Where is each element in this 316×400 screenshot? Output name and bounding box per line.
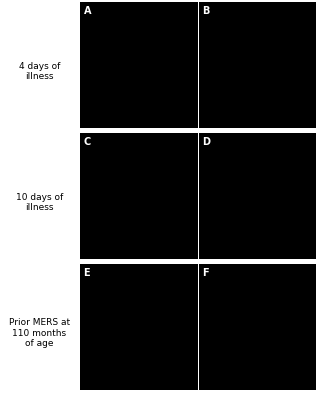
Text: B: B — [203, 6, 210, 16]
Text: E: E — [83, 268, 90, 278]
Text: F: F — [203, 268, 209, 278]
Text: 4 days of
illness: 4 days of illness — [19, 62, 60, 81]
Text: A: A — [83, 6, 91, 16]
Text: D: D — [203, 137, 210, 147]
Text: 10 days of
illness: 10 days of illness — [16, 193, 63, 212]
Text: C: C — [83, 137, 91, 147]
Text: Prior MERS at
110 months
of age: Prior MERS at 110 months of age — [9, 318, 70, 348]
